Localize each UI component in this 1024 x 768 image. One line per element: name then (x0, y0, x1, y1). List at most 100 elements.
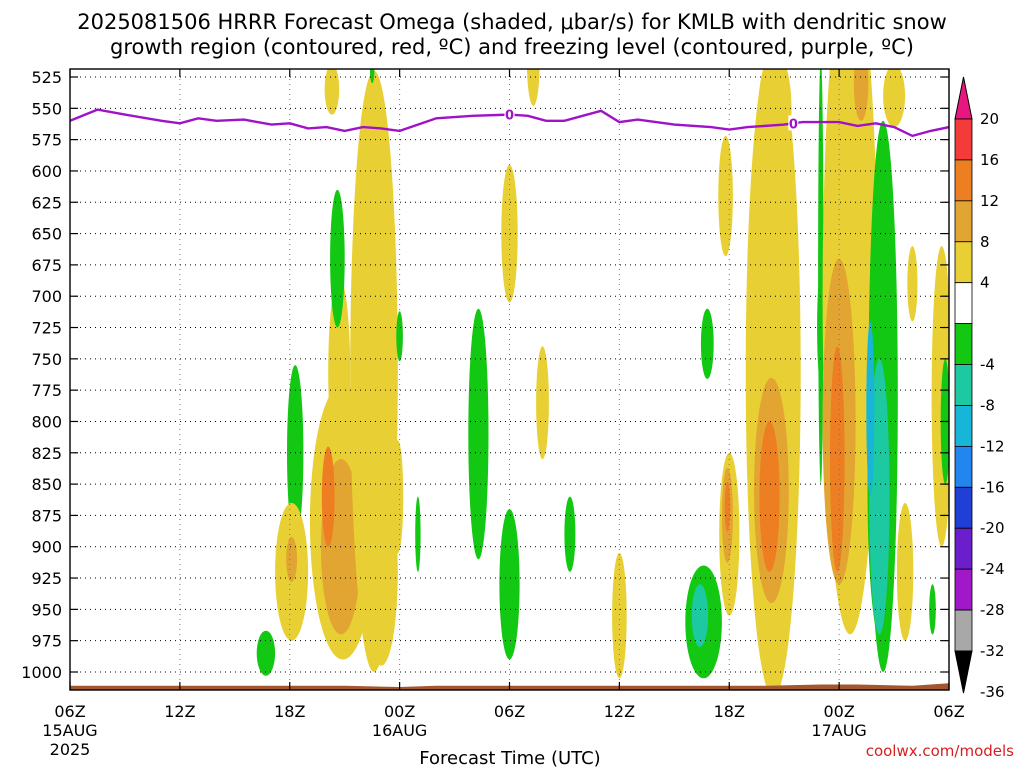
colorbar-top-triangle (954, 76, 973, 120)
omega-region (929, 584, 936, 635)
freezing-level-contour-label: 0 (789, 117, 798, 132)
omega-region (700, 308, 714, 379)
y-tick-label: 875 (31, 506, 62, 525)
colorbar-label: -36 (980, 683, 1005, 701)
colorbar-segment (954, 405, 973, 447)
omega-region (370, 69, 375, 84)
omega-region (526, 69, 540, 106)
y-tick-label: 625 (31, 193, 62, 212)
colorbar-segment (954, 200, 973, 243)
y-tick-label: 750 (31, 350, 62, 369)
x-tick-label: 06Z (494, 702, 525, 721)
omega-region (759, 421, 780, 572)
x-tick-label: 06Z (933, 702, 964, 721)
credit-text: coolwx.com/models (866, 742, 1014, 760)
omega-region (256, 630, 276, 676)
colorbar-bottom-triangle (954, 650, 973, 694)
colorbar-segment (954, 323, 973, 365)
colorbar-label: -8 (980, 396, 995, 414)
y-tick-label: 600 (31, 162, 62, 181)
x-tick-label: 18Z (274, 702, 305, 721)
freezing-level-label-bg (788, 115, 799, 131)
y-axis: 525 550 575 600 625 650 675 700 725 750 775 800 825 8… (21, 68, 949, 682)
colorbar-label: 20 (980, 110, 999, 128)
colorbar-label: 4 (980, 274, 990, 292)
omega-region (415, 496, 421, 572)
y-tick-label: 850 (31, 475, 62, 494)
colorbar-segment (954, 241, 973, 284)
colorbar: 20 16 12 8 4 -4 -8 -12 -16 -20 -24 -28 -32 -36 (954, 76, 1005, 701)
omega-region (830, 346, 845, 572)
colorbar-segment (954, 282, 973, 325)
x-tick-label: 00Z (384, 702, 415, 721)
chart-title-line-1: 2025081506 HRRR Forecast Omega (shaded, … (77, 10, 947, 34)
colorbar-label: -28 (980, 601, 1005, 619)
x-tick-label: 12Z (604, 702, 635, 721)
y-tick-label: 775 (31, 381, 62, 400)
omega-region (866, 321, 875, 497)
omega-region (758, 69, 792, 165)
y-tick-label: 800 (31, 412, 62, 431)
colorbar-label: -32 (980, 642, 1005, 660)
colorbar-segment (954, 609, 973, 652)
x-tick-date-label: 17AUG (811, 721, 866, 740)
colorbar-segment (954, 527, 973, 570)
omega-region (330, 189, 345, 328)
colorbar-label: -16 (980, 478, 1005, 496)
y-tick-label: 900 (31, 538, 62, 557)
omega-region (286, 536, 298, 582)
colorbar-segment (954, 159, 973, 202)
x-tick-label: 12Z (164, 702, 195, 721)
colorbar-segment (954, 568, 973, 611)
freezing-level-contour-label: 0 (505, 109, 514, 124)
omega-region (321, 446, 335, 547)
y-tick-label: 950 (31, 600, 62, 619)
colorbar-segment (954, 364, 973, 406)
omega-region (396, 311, 403, 362)
omega-region (612, 553, 627, 679)
colorbar-label: 16 (980, 151, 999, 169)
omega-region (691, 584, 709, 647)
x-tick-label: 06Z (54, 702, 85, 721)
omega-region (324, 69, 340, 115)
colorbar-label: -24 (980, 560, 1005, 578)
y-tick-label: 650 (31, 225, 62, 244)
omega-region (364, 477, 398, 666)
freezing-level-label-bg (504, 106, 515, 122)
omega-region (564, 496, 576, 572)
colorbar-label: -4 (980, 356, 995, 374)
omega-region (883, 69, 906, 128)
omega-region (718, 135, 733, 257)
omega-region (869, 358, 890, 635)
y-tick-label: 575 (31, 131, 62, 150)
y-tick-label: 1000 (21, 663, 62, 682)
colorbar-segment (954, 118, 973, 161)
colorbar-label: 8 (980, 233, 990, 251)
omega-region (392, 440, 404, 553)
y-tick-label: 525 (31, 68, 62, 87)
y-tick-label: 700 (31, 287, 62, 306)
x-tick-label: 00Z (823, 702, 854, 721)
x-tick-date-label: 15AUG (42, 721, 97, 740)
chart-title-line-2: growth region (contoured, red, ºC) and f… (110, 35, 914, 59)
colorbar-segment (954, 445, 973, 488)
y-tick-label: 550 (31, 99, 62, 118)
colorbar-label: 12 (980, 192, 999, 210)
y-tick-label: 925 (31, 569, 62, 588)
freezing-level-layer: 00 (70, 106, 949, 138)
omega-region (501, 164, 518, 303)
x-tick-date-label: 16AUG (372, 721, 427, 740)
x-tick-year-label: 2025 (50, 740, 91, 759)
omega-region (536, 346, 549, 460)
omega-region (853, 69, 869, 121)
omega-region (468, 308, 489, 560)
omega-region (907, 246, 918, 322)
colorbar-segment (954, 486, 973, 529)
omega-shading-layer (256, 69, 949, 690)
colorbar-label: -20 (980, 519, 1005, 537)
x-tick-label: 18Z (714, 702, 745, 721)
x-axis-label: Forecast Time (UTC) (419, 748, 600, 768)
y-tick-label: 675 (31, 256, 62, 275)
